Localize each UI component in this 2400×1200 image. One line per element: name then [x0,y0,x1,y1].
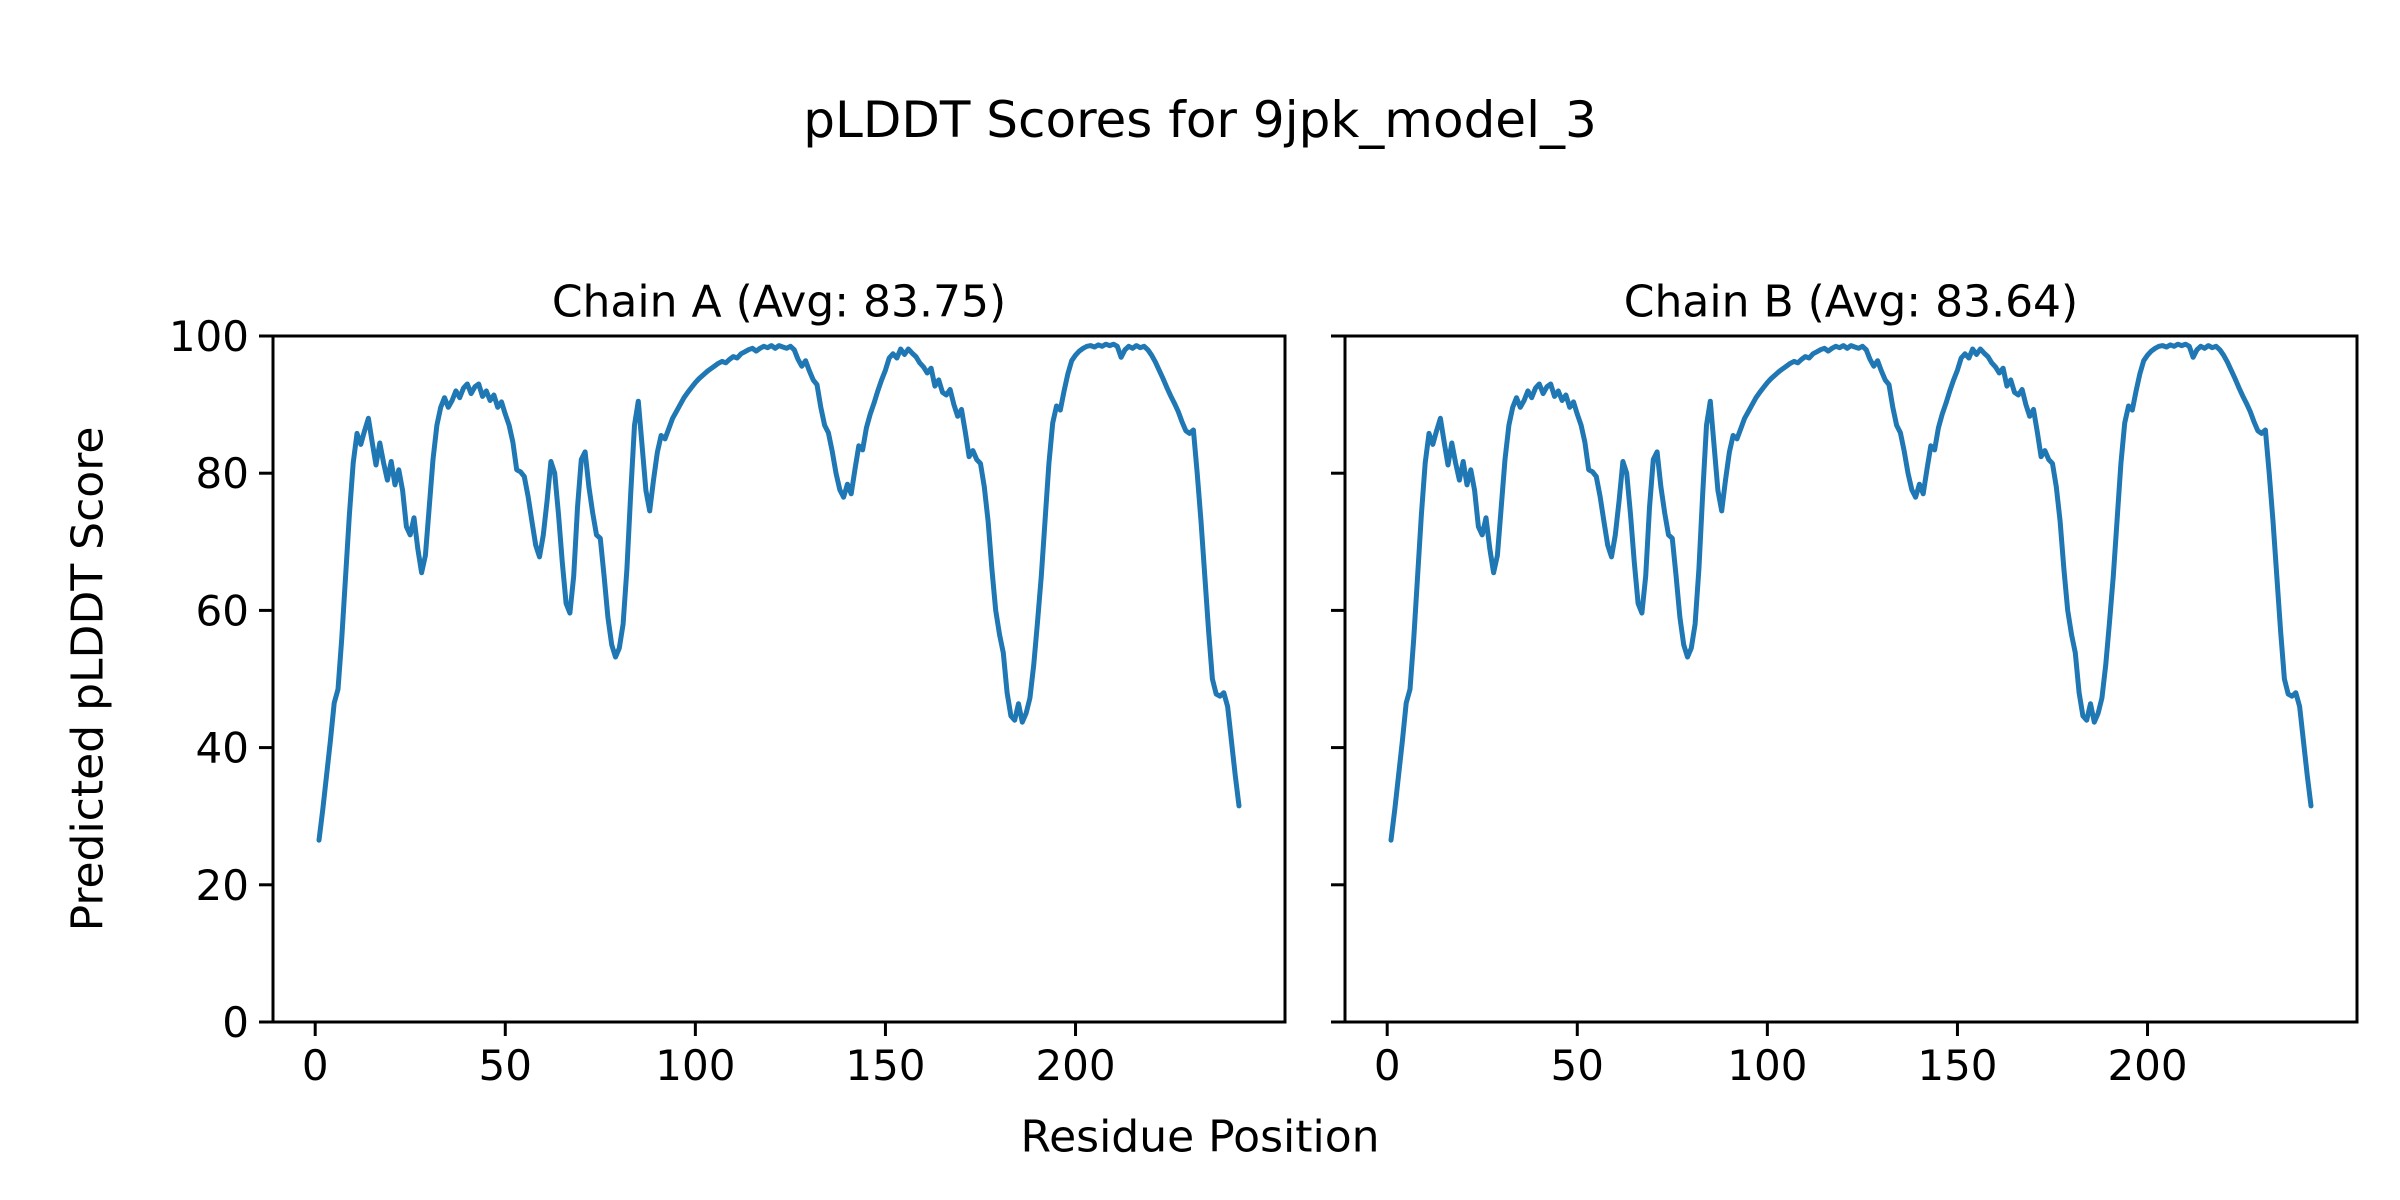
x-tick-label: 200 [1035,1041,1115,1090]
figure-title: pLDDT Scores for 9jpk_model_3 [803,91,1597,149]
plddt-line-chain-B [1388,341,2314,843]
y-axis-label: Predicted pLDDT Score [62,426,114,932]
x-tick-label: 150 [1917,1041,1997,1090]
y-tick-label: 20 [196,861,249,910]
axes-frame-chain-A [271,334,1287,1024]
y-tick-label: 60 [196,586,249,635]
x-tick-label: 0 [302,1041,329,1090]
x-tick-label: 0 [1374,1041,1401,1090]
x-tick-label: 200 [2107,1041,2187,1090]
chain-a-subplot-title: Chain A (Avg: 83.75) [551,276,1007,328]
chain-b-subplot-title: Chain B (Avg: 83.64) [1623,276,2079,328]
plddt-line-chain-A [316,341,1242,843]
y-tick-label: 0 [222,998,249,1047]
y-tick-label: 80 [196,449,249,498]
x-tick-label: 50 [479,1041,532,1090]
y-tick-label: 100 [169,312,249,361]
x-tick-label: 150 [845,1041,925,1090]
axes-frame-chain-B [1343,334,2359,1024]
y-tick-label: 40 [196,724,249,773]
x-tick-label: 100 [655,1041,735,1090]
x-axis-label: Residue Position [1020,1111,1380,1163]
x-tick-label: 50 [1551,1041,1604,1090]
x-tick-label: 100 [1727,1041,1807,1090]
